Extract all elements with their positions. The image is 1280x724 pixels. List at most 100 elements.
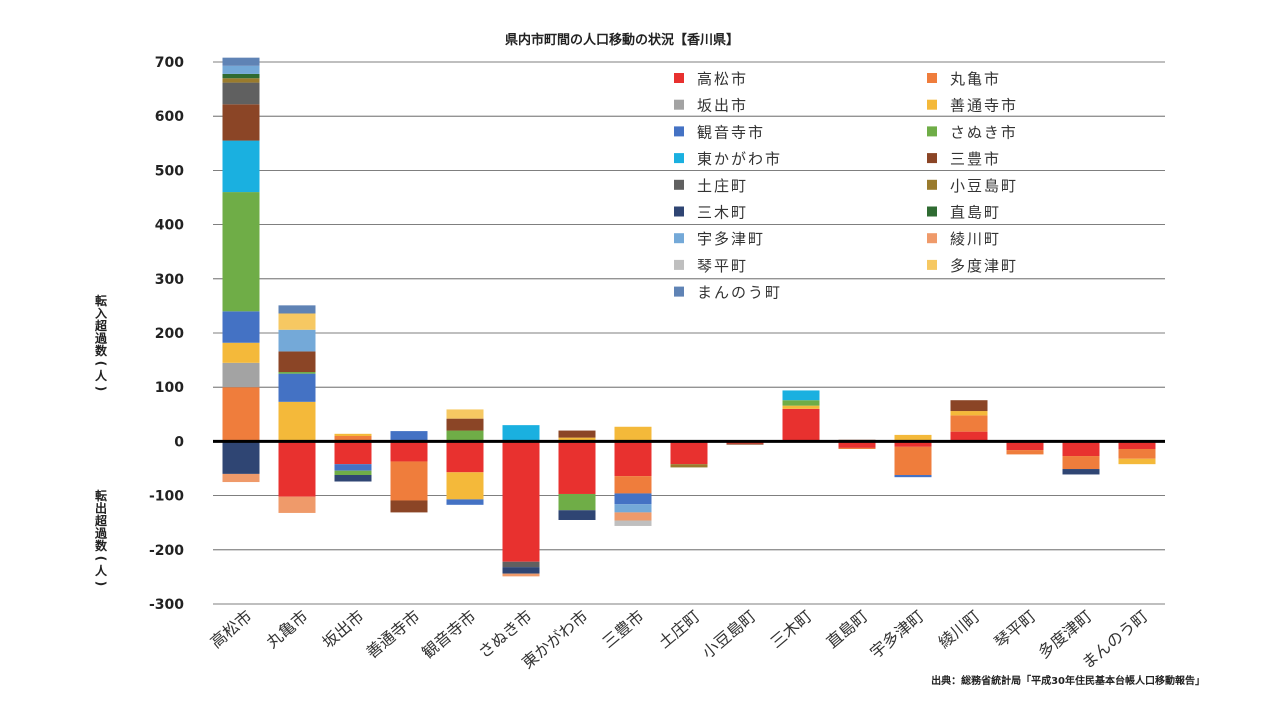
bar-segment <box>390 500 428 513</box>
bar-segment <box>894 434 932 442</box>
category-label: 琴平町 <box>991 607 1040 652</box>
bar-segment <box>446 472 484 500</box>
svg-text:過: 過 <box>94 331 108 346</box>
legend-swatch <box>927 126 937 137</box>
category-label: 三豊市 <box>599 607 648 652</box>
bar-segment <box>726 443 764 445</box>
bar-segment <box>502 573 540 577</box>
bar-segment <box>670 441 708 465</box>
bar-segment <box>222 192 260 312</box>
legend-label: 丸亀市 <box>950 70 1001 88</box>
svg-text:数: 数 <box>95 343 108 358</box>
y-tick-label: 100 <box>155 380 184 396</box>
svg-text:超: 超 <box>94 318 108 333</box>
legend-swatch <box>674 179 684 190</box>
category-label: 三木町 <box>767 607 816 652</box>
y-tick-label: 400 <box>155 218 184 234</box>
bar-segment <box>222 140 260 193</box>
bar-segment <box>1118 448 1156 459</box>
bar-segment <box>894 441 932 447</box>
bar-segment <box>558 441 596 494</box>
svg-text:出: 出 <box>95 501 107 516</box>
bar-segment <box>222 65 260 74</box>
bar-segment <box>222 73 260 79</box>
bar-segment <box>222 473 260 483</box>
bar-segment <box>502 441 540 562</box>
bar-segment <box>558 437 596 442</box>
bar-segment <box>446 499 484 505</box>
legend-swatch <box>927 206 937 217</box>
bar-segment <box>446 430 484 442</box>
svg-text:人: 人 <box>95 368 108 383</box>
bar-segment <box>390 431 428 442</box>
svg-text:入: 入 <box>95 307 107 321</box>
y-tick-label: -100 <box>149 489 184 505</box>
bar-segment <box>334 441 372 465</box>
bar-segment <box>502 425 540 442</box>
bar-segment <box>782 390 820 401</box>
bar-segment <box>670 464 708 468</box>
bar-segment <box>1118 458 1156 465</box>
bar-segment <box>950 415 988 432</box>
legend-swatch <box>674 206 684 217</box>
legend-label: さぬき市 <box>950 123 1018 141</box>
legend-swatch <box>674 259 684 270</box>
bar-segment <box>558 493 596 511</box>
legend-swatch <box>927 99 937 110</box>
y-tick-label: 300 <box>155 272 184 288</box>
bar-segment <box>222 387 260 442</box>
legend-label: 三木町 <box>697 204 748 222</box>
bar-segment <box>222 311 260 343</box>
category-label: 高松市 <box>207 607 256 652</box>
bar-segment <box>334 470 372 476</box>
bar-segment <box>614 441 652 477</box>
legend-swatch <box>927 259 937 270</box>
legend-swatch <box>927 153 937 164</box>
legend-label: 三豊市 <box>950 150 1001 168</box>
bar-segment <box>614 520 652 526</box>
bar-segment <box>278 351 316 373</box>
category-label: 土庄町 <box>655 607 704 652</box>
bar-segment <box>446 441 484 473</box>
category-label: 丸亀市 <box>263 607 312 652</box>
y-tick-label: -300 <box>149 597 184 613</box>
y-tick-label: 600 <box>155 109 184 125</box>
legend-label: 高松市 <box>697 70 748 88</box>
bar-segment <box>1062 441 1100 457</box>
bar-segment <box>950 431 988 442</box>
bar-segment <box>614 426 652 442</box>
source-note: 出典：総務省統計局「平成30年住民基本台帳人口移動報告」 <box>931 674 1205 687</box>
bar-segment <box>278 329 316 352</box>
bar-segment <box>950 400 988 412</box>
bar-segment <box>1118 441 1156 449</box>
svg-text:): ) <box>94 386 108 391</box>
legend-label: 坂出市 <box>697 97 748 115</box>
bar-segment <box>222 57 260 66</box>
bar-segment <box>446 418 484 431</box>
svg-text:人: 人 <box>95 563 108 578</box>
bar-segment <box>446 409 484 419</box>
legend-swatch <box>674 153 684 164</box>
bar-segment <box>1006 441 1044 451</box>
bar-segment <box>278 441 316 497</box>
bar-segment <box>838 447 876 449</box>
legend-label: 善通寺市 <box>950 97 1018 115</box>
y-tick-label: 0 <box>174 434 184 450</box>
legend-label: 観音寺市 <box>697 123 765 141</box>
legend-label: 多度津町 <box>950 257 1018 275</box>
y-tick-labels: 700 600 500 400 300 200 100 0 -100 -200 -300 <box>149 55 184 613</box>
bar-segment <box>894 446 932 476</box>
bars <box>222 57 1156 577</box>
bar-segment <box>278 401 316 442</box>
svg-text:): ) <box>94 581 108 586</box>
bar-segment <box>782 400 820 406</box>
legend-swatch <box>927 73 937 83</box>
bar-segment <box>502 561 540 568</box>
bar-segment <box>222 362 260 388</box>
legend-label: 琴平町 <box>697 257 748 275</box>
bar-segment <box>782 405 820 409</box>
